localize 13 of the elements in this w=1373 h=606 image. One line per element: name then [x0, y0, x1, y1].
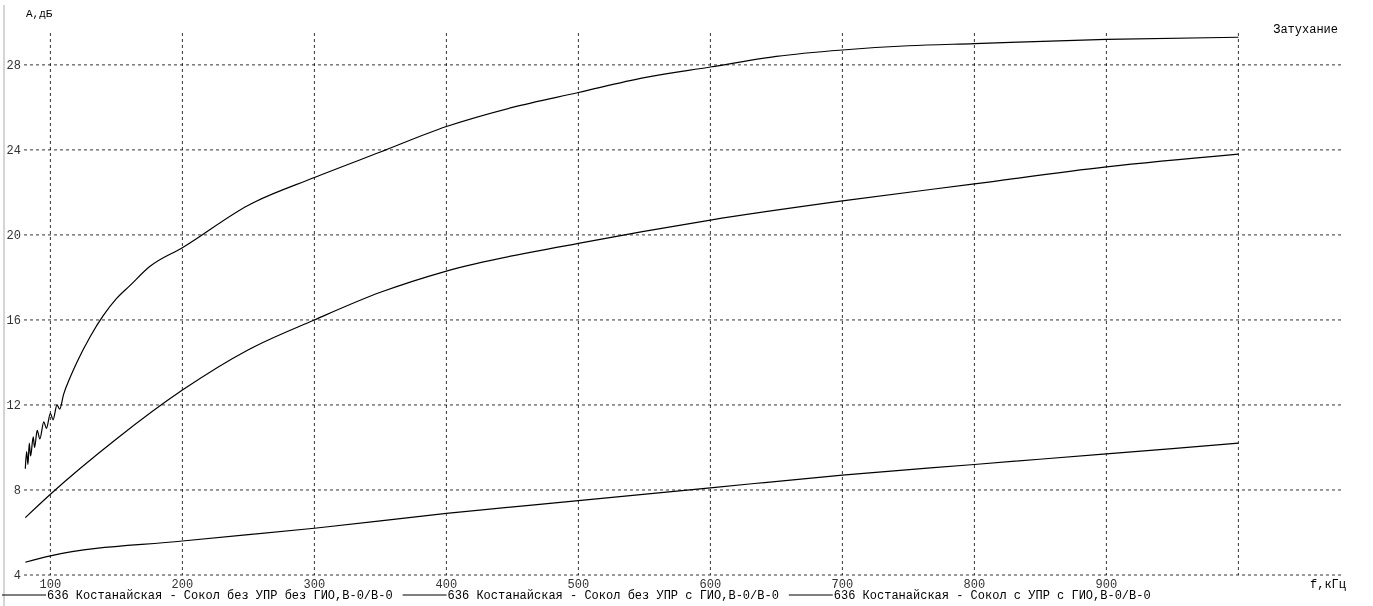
y-tick-label: 28 — [6, 58, 21, 73]
y-tick-label: 20 — [6, 228, 21, 243]
y-tick-label: 16 — [6, 313, 21, 328]
y-tick-label: 4 — [13, 569, 21, 583]
chart-title: Затухание — [1273, 23, 1338, 37]
y-tick-label: 12 — [6, 398, 21, 413]
y-tick-label: 8 — [13, 483, 21, 498]
y-tick-label: 24 — [6, 143, 21, 158]
legend-label: 636 Костанайская - Сокол без УПР без ГИО,В-0/В-0 — [47, 589, 393, 603]
legend-label: 636 Костанайская - Сокол без УПР с ГИО,В-0/В-0 — [447, 589, 779, 603]
x-axis-title: f,кГц — [1309, 578, 1346, 592]
y-axis-title: А,дБ — [26, 8, 53, 20]
legend-label: 636 Костанайская - Сокол с УПР с ГИО,В-0/В-0 — [833, 589, 1151, 603]
